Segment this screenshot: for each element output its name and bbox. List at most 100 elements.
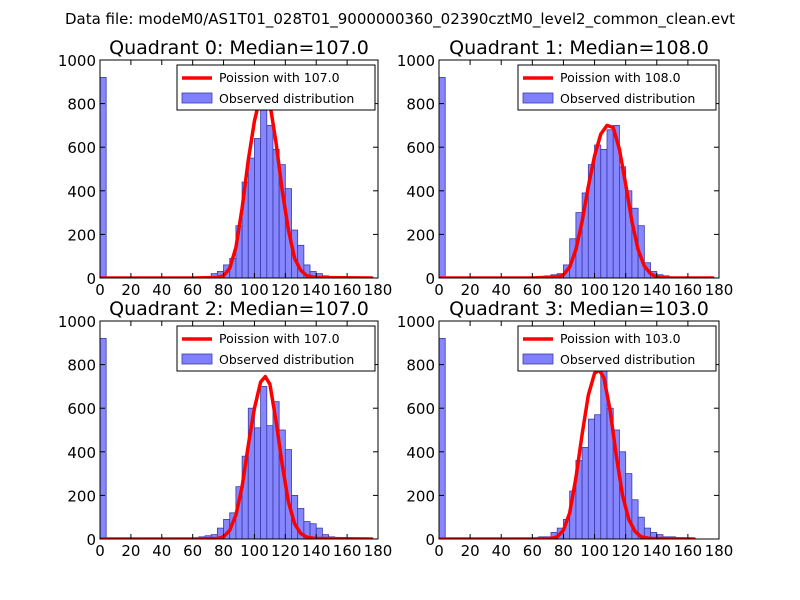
quadrant-0-ytick-label: 200 — [67, 226, 96, 244]
quadrant-2-panel: Quadrant 2: Median=107.00 20 40 60 80 100 120 1… — [58, 298, 393, 560]
quadrant-3-legend-bar-swatch — [522, 353, 554, 365]
quadrant-1-legend-line-label: Poission with 108.0 — [560, 70, 681, 85]
quadrant-2-xtick-label: 40 — [152, 542, 171, 560]
quadrant-0-legend-line-label: Poission with 107.0 — [219, 70, 340, 85]
quadrant-3-xtick-label: 100 — [580, 542, 609, 560]
quadrant-1-xtick-label: 60 — [523, 281, 542, 299]
quadrant-0-bar — [254, 138, 262, 278]
quadrant-0-poisson-line — [100, 90, 374, 278]
quadrant-1-legend-bar-swatch — [522, 92, 554, 104]
quadrant-2-legend-line-label: Poission with 107.0 — [219, 331, 340, 346]
quadrant-2-axes-frame — [99, 320, 379, 540]
quadrant-1-ytick-label: 0 — [425, 270, 435, 288]
quadrant-3-axes-frame — [438, 320, 720, 540]
quadrant-0-xtick-label: 40 — [152, 281, 171, 299]
quadrant-1-ytick-label: 800 — [406, 96, 435, 114]
quadrant-3-legend-line-label: Poission with 103.0 — [560, 331, 681, 346]
quadrant-2-xtick-label: 180 — [364, 542, 393, 560]
quadrant-1-legend-bar-label: Observed distribution — [560, 91, 695, 106]
quadrant-2-bar — [266, 425, 274, 539]
quadrant-3-plot-area — [439, 338, 696, 539]
quadrant-2-xtick-label: 20 — [121, 542, 140, 560]
quadrant-1-ytick-label: 200 — [406, 226, 435, 244]
quadrant-3-legend: Poission with 103.0 Observed distribution — [517, 325, 717, 372]
quadrant-2-legend: Poission with 107.0 Observed distribution — [176, 325, 376, 372]
quadrant-0-ytick-label: 800 — [67, 96, 96, 114]
quadrant-3-bar — [594, 414, 602, 539]
quadrant-3-bar — [587, 418, 595, 539]
quadrant-2-xtick-label: 160 — [333, 542, 362, 560]
quadrant-3-ytick-label: 1000 — [397, 313, 435, 331]
quadrant-3-xtick-label: 40 — [492, 542, 511, 560]
quadrant-2-xtick-label: 0 — [95, 542, 105, 560]
quadrant-2-poisson-line — [100, 374, 374, 539]
quadrant-3-poisson-line — [439, 368, 696, 539]
quadrant-2-xtick-label: 100 — [240, 542, 269, 560]
quadrant-3-ytick-label: 400 — [406, 444, 435, 462]
quadrant-1-xtick-label: 100 — [580, 281, 609, 299]
quadrant-0-xtick-label: 60 — [183, 281, 202, 299]
quadrant-2-bar — [254, 427, 262, 539]
quadrant-1-xtick-label: 160 — [674, 281, 703, 299]
quadrant-0-bar — [247, 157, 255, 278]
quadrant-0-xtick-label: 0 — [95, 281, 105, 299]
quadrant-1-xtick-label: 180 — [705, 281, 734, 299]
quadrant-2-ytick-label: 400 — [67, 444, 96, 462]
quadrant-1-bar — [594, 144, 602, 278]
quadrant-2-xtick-label: 140 — [302, 542, 331, 560]
quadrant-2-ytick-label: 200 — [67, 487, 96, 505]
quadrant-3-bar — [581, 447, 589, 539]
quadrant-2-xtick-label: 80 — [214, 542, 233, 560]
quadrant-3-bar — [439, 338, 446, 539]
quadrant-3-xtick-label: 140 — [642, 542, 671, 560]
quadrant-0-bar — [260, 109, 268, 278]
quadrant-2-bar — [100, 338, 107, 539]
quadrant-1-plot-area — [439, 77, 715, 278]
quadrant-1-xtick-label: 140 — [642, 281, 671, 299]
quadrant-0-axes-frame — [99, 59, 379, 279]
quadrant-2-bar — [260, 385, 268, 539]
quadrant-0-xtick-label: 140 — [302, 281, 331, 299]
quadrant-3-ytick-label: 600 — [406, 400, 435, 418]
quadrant-0-xtick-label: 100 — [240, 281, 269, 299]
quadrant-1-xtick-label: 120 — [611, 281, 640, 299]
quadrant-0-legend-bar-label: Observed distribution — [219, 91, 354, 106]
quadrant-1-bar — [600, 148, 608, 278]
quadrant-3-title: Quadrant 3: Median=103.0 — [449, 298, 709, 320]
quadrant-2-legend-bar-label: Observed distribution — [219, 352, 354, 367]
quadrant-1-bar — [439, 77, 446, 278]
quadrant-1-xtick-label: 20 — [461, 281, 480, 299]
quadrant-1-bar — [606, 129, 614, 278]
quadrant-3-xtick-label: 180 — [705, 542, 734, 560]
quadrant-2-title: Quadrant 2: Median=107.0 — [109, 298, 369, 320]
quadrant-1-legend: Poission with 108.0 Observed distribution — [517, 64, 717, 111]
quadrant-0-xtick-label: 160 — [333, 281, 362, 299]
quadrant-3-xtick-label: 60 — [523, 542, 542, 560]
quadrant-3-xtick-label: 20 — [461, 542, 480, 560]
quadrant-0-ytick-label: 600 — [67, 139, 96, 157]
quadrant-2-plot-area — [100, 338, 374, 539]
quadrant-2-ytick-label: 600 — [67, 400, 96, 418]
quadrant-0-plot-area — [100, 77, 374, 278]
quadrant-1-xtick-label: 40 — [492, 281, 511, 299]
quadrant-3-xtick-label: 120 — [611, 542, 640, 560]
quadrant-3-ytick-label: 200 — [406, 487, 435, 505]
quadrant-2-ytick-label: 800 — [67, 357, 96, 375]
quadrant-1-ytick-label: 600 — [406, 139, 435, 157]
quadrant-0-ytick-label: 400 — [67, 183, 96, 201]
quadrant-3-ytick-label: 0 — [425, 531, 435, 549]
quadrant-0-bar — [266, 125, 274, 278]
quadrant-0-legend: Poission with 107.0 Observed distribution — [176, 64, 376, 111]
quadrant-0-xtick-label: 80 — [214, 281, 233, 299]
quadrant-0-xtick-label: 20 — [121, 281, 140, 299]
quadrant-1-axes-frame — [438, 59, 720, 279]
quadrant-1-xtick-label: 0 — [434, 281, 444, 299]
quadrant-3-panel: Quadrant 3: Median=103.00 20 40 60 80 100 120 1… — [397, 298, 734, 560]
quadrant-0-bar — [100, 77, 107, 278]
quadrant-2-legend-bar-swatch — [181, 353, 213, 365]
quadrant-3-xtick-label: 80 — [554, 542, 573, 560]
quadrant-0-xtick-label: 180 — [364, 281, 393, 299]
quadrant-1-ytick-label: 400 — [406, 183, 435, 201]
quadrant-0-legend-bar-swatch — [181, 92, 213, 104]
